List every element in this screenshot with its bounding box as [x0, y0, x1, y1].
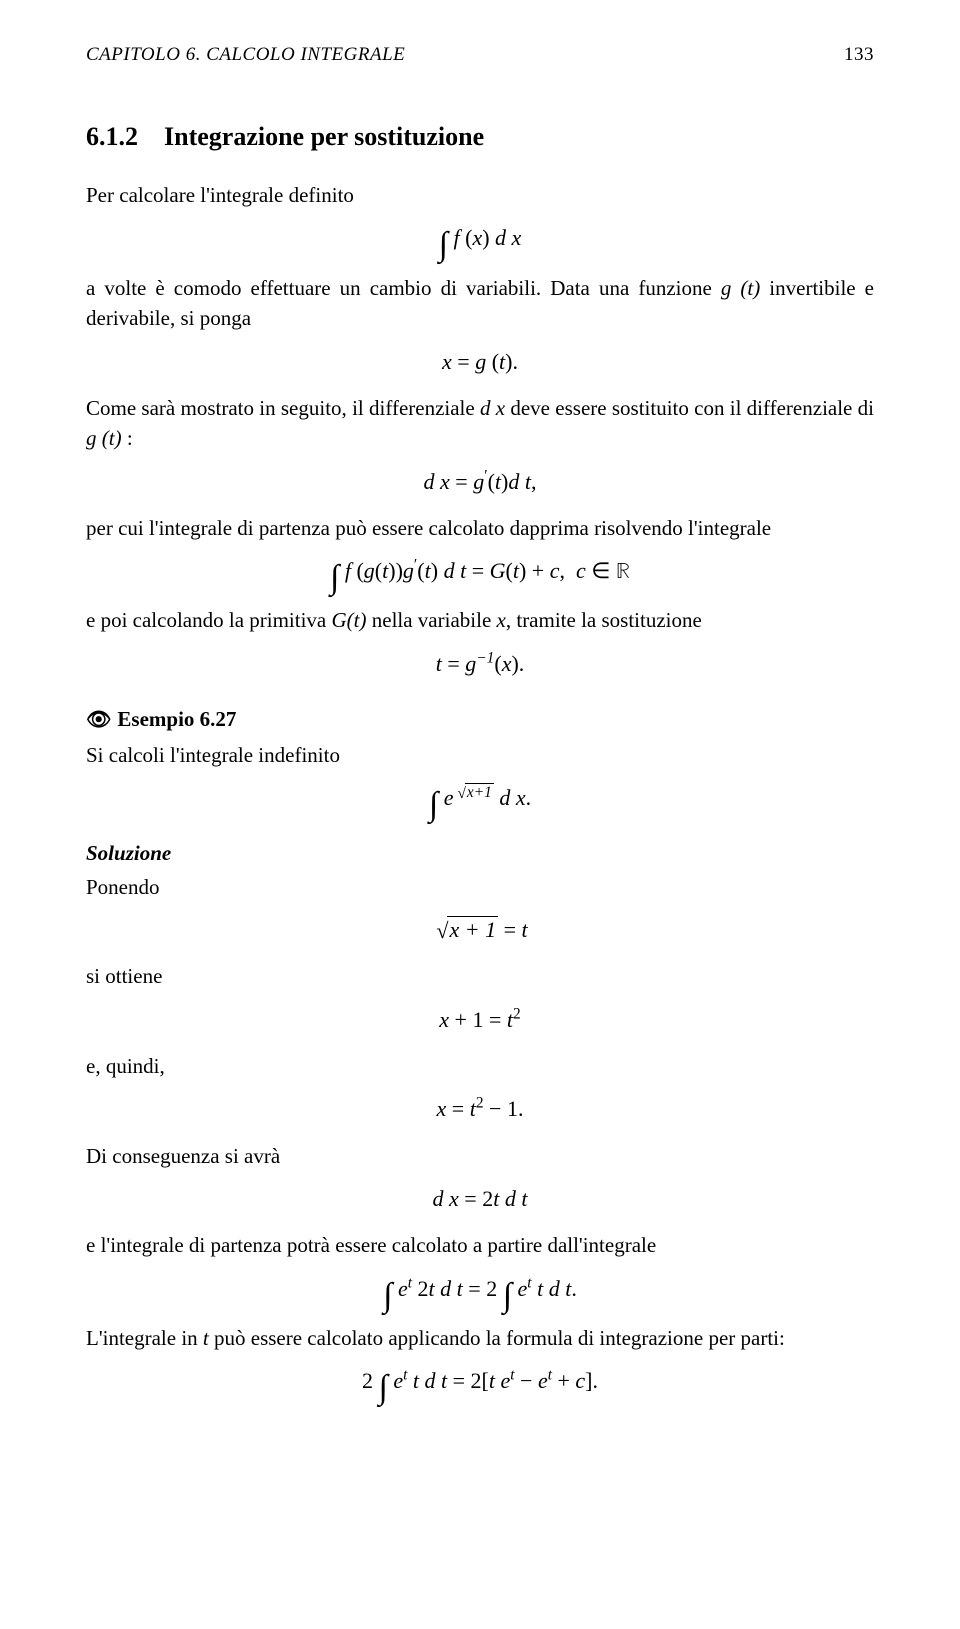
- example-label: Esempio 6.27: [117, 707, 236, 731]
- step-ponendo: Ponendo: [86, 872, 874, 902]
- para-intro-2: a volte è comodo effettuare un cambio di…: [86, 273, 874, 334]
- eq-dx-2tdt: d x = 2t d t: [86, 1181, 874, 1216]
- text-fragment: a volte è comodo effettuare un cambio di…: [86, 276, 721, 300]
- step-equindi: e, quindi,: [86, 1051, 874, 1081]
- eq-example-integral: ∫ ex+1 d x.: [86, 780, 874, 818]
- text-fragment: nella variabile: [367, 608, 497, 632]
- eq-sqrt-sub: x + 1 = t: [86, 912, 874, 947]
- example-intro: Si calcoli l'integrale indefinito: [86, 740, 874, 770]
- text-fragment: deve essere sostituito con il differenzi…: [505, 396, 874, 420]
- eq-inverse: t = g−1(x).: [86, 646, 874, 681]
- eq-x-t2m1: x = t2 − 1.: [86, 1091, 874, 1126]
- text-fragment: Come sarà mostrato in seguito, il differ…: [86, 396, 480, 420]
- step-siottiene: si ottiene: [86, 961, 874, 991]
- eq-integral-fg: ∫ f (g(t))g′(t) d t = G(t) + c, c ∈ ℝ: [86, 553, 874, 591]
- eq-xp1-t2: x + 1 = t2: [86, 1002, 874, 1037]
- eq-substitution: x = g (t).: [86, 344, 874, 379]
- para-final: e l'integrale di partenza potrà essere c…: [86, 1230, 874, 1260]
- text-fragment: , tramite la sostituzione: [506, 608, 702, 632]
- header-page-number: 133: [844, 44, 874, 66]
- eye-icon: 👁: [86, 709, 111, 731]
- text-fragment: :: [122, 426, 133, 450]
- section-number: 6.1.2: [86, 122, 138, 151]
- para-diff: Come sarà mostrato in seguito, il differ…: [86, 393, 874, 454]
- para-solve: per cui l'integrale di partenza può esse…: [86, 513, 874, 543]
- step-dicons: Di conseguenza si avrà: [86, 1141, 874, 1171]
- eq-by-parts: 2 ∫ et t d t = 2[t et − et + c].: [86, 1363, 874, 1401]
- running-header: CAPITOLO 6. CALCOLO INTEGRALE 133: [86, 44, 874, 66]
- example-heading: 👁 Esempio 6.27: [86, 707, 874, 732]
- inline-Gt: G(t): [332, 608, 367, 632]
- text-fragment: e poi calcolando la primitiva: [86, 608, 332, 632]
- section-heading: 6.1.2 Integrazione per sostituzione: [86, 122, 874, 152]
- real-symbol: ℝ: [616, 561, 630, 583]
- inline-gt: g (t): [721, 276, 760, 300]
- inline-gt2: g (t): [86, 426, 122, 450]
- header-chapter: CAPITOLO 6. CALCOLO INTEGRALE: [86, 44, 405, 66]
- eq-dx-gprime: d x = g′(t)d t,: [86, 464, 874, 499]
- para-primitive: e poi calcolando la primitiva G(t) nella…: [86, 605, 874, 635]
- page: CAPITOLO 6. CALCOLO INTEGRALE 133 6.1.2 …: [0, 0, 960, 1629]
- para-intro-1: Per calcolare l'integrale definito: [86, 180, 874, 210]
- inline-dx: d x: [480, 396, 505, 420]
- para-parts: L'integrale in t può essere calcolato ap…: [86, 1323, 874, 1353]
- solution-heading: Soluzione: [86, 841, 874, 866]
- text-fragment: L'integrale in: [86, 1326, 203, 1350]
- eq-int-et: ∫ et 2t d t = 2 ∫ et t d t.: [86, 1271, 874, 1309]
- inline-x: x: [497, 608, 506, 632]
- text-fragment: può essere calcolato applicando la formu…: [209, 1326, 785, 1350]
- section-title: Integrazione per sostituzione: [164, 122, 484, 151]
- eq-integral-fx: ∫ f (x) d x: [86, 220, 874, 258]
